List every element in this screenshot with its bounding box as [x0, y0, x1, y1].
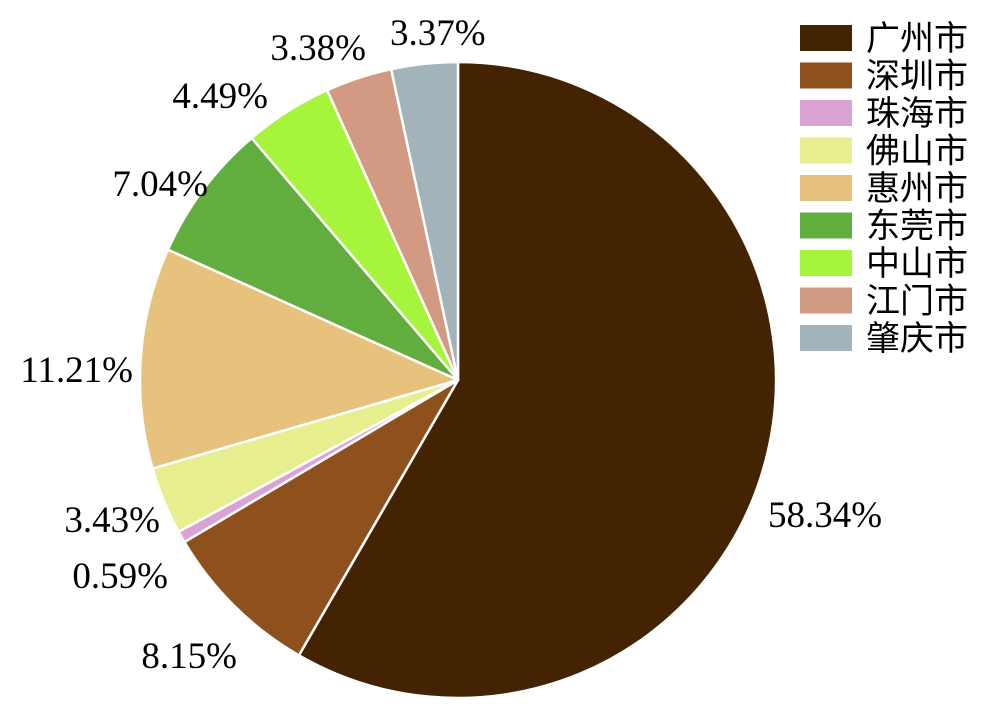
legend-label: 中山市 — [866, 245, 968, 283]
legend-swatch — [800, 250, 852, 276]
data-label: 58.34% — [768, 495, 882, 536]
legend-swatch — [800, 175, 852, 201]
legend-item: 珠海市 — [800, 95, 968, 133]
legend-swatch — [800, 325, 852, 351]
legend-label: 佛山市 — [866, 133, 968, 171]
data-label: 3.37% — [390, 13, 486, 54]
legend-item: 东莞市 — [800, 208, 968, 246]
pie-slice — [166, 136, 460, 382]
data-label: 4.49% — [172, 76, 268, 117]
data-label: 8.15% — [141, 636, 237, 677]
legend-swatch — [800, 287, 852, 314]
legend-swatch — [800, 100, 852, 126]
data-label: 3.43% — [64, 500, 160, 541]
legend-label: 肇庆市 — [866, 320, 968, 358]
legend-item: 广州市 — [800, 20, 968, 58]
data-label: 0.59% — [72, 556, 168, 597]
pie-slice — [183, 378, 460, 657]
legend-item: 惠州市 — [800, 170, 968, 208]
data-labels: 58.34%8.15%0.59%3.43%11.21%7.04%4.49%3.3… — [20, 13, 882, 677]
data-label: 11.21% — [20, 350, 133, 391]
legend-item: 中山市 — [800, 245, 968, 283]
legend-item: 深圳市 — [800, 58, 968, 96]
legend-label: 珠海市 — [866, 95, 968, 133]
legend-label: 江门市 — [866, 283, 968, 321]
data-label: 7.04% — [112, 164, 208, 205]
legend-item: 江门市 — [800, 283, 968, 321]
pie-slice — [297, 60, 778, 700]
legend-label: 深圳市 — [866, 58, 968, 96]
legend-item: 肇庆市 — [800, 320, 968, 358]
pie-slice — [389, 60, 460, 382]
pie-slices — [138, 60, 778, 700]
legend-label: 广州市 — [866, 20, 968, 58]
legend-swatch — [800, 62, 852, 89]
legend-item: 佛山市 — [800, 133, 968, 171]
legend-swatch — [800, 212, 852, 239]
legend-label: 东莞市 — [866, 208, 968, 246]
data-label: 3.38% — [270, 28, 366, 69]
legend-swatch — [800, 137, 852, 164]
pie-slice — [138, 248, 460, 470]
legend-swatch — [800, 25, 852, 51]
legend-label: 惠州市 — [866, 170, 968, 208]
